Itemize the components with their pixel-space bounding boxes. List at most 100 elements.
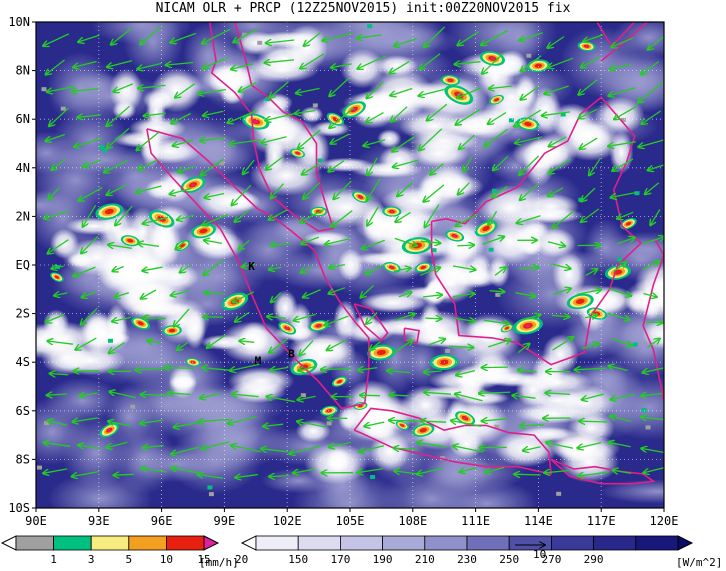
wind-vector [177,214,194,220]
latitude-tick-label: 10S [8,501,30,515]
wind-vector [642,367,664,373]
wind-vector [174,308,190,327]
wind-vector [47,421,68,426]
wind-vector [648,164,664,171]
wind-vector [488,210,498,225]
wind-vector [329,78,349,97]
wind-vector [519,155,540,175]
olr-colorbar-swatch [466,535,510,551]
wind-vector [577,441,602,449]
wind-vector [204,240,223,243]
wind-vector [643,467,664,473]
precipitation-speck [632,342,638,347]
latitude-tick-label: EQ [16,258,30,272]
wind-vector [391,340,413,355]
wind-vector [360,395,380,396]
wind-vector [642,237,664,245]
wind-vector [176,240,186,250]
precipitation-cell [50,272,64,282]
wind-vector [141,289,157,299]
wind-vector [202,368,230,371]
wind-vector [231,63,254,70]
olr-cloud-patch [551,431,600,463]
wind-vector [517,215,541,224]
wind-vector [366,312,378,324]
wind-vector [44,443,71,447]
longitude-tick-label: 111E [461,514,490,528]
precipitation-colorbar-tick-label: 5 [125,553,132,566]
wind-vector [613,262,626,272]
wind-vector [482,419,507,421]
wind-vector [232,184,252,205]
olr-cloud-patch [50,228,80,260]
wind-vector [645,322,663,323]
wind-vector [269,476,290,477]
precipitation-colorbar-swatch [53,535,92,551]
wind-vector [165,368,195,369]
olr-cloud-patch [227,367,295,396]
latitude-tick-label: 6N [16,112,30,126]
wind-vector [430,163,444,175]
wind-vector [303,182,321,199]
longitude-tick-label: 90E [25,514,47,528]
wind-vector [641,417,664,421]
olr-colorbar-swatch [635,535,679,551]
precipitation-cell [445,230,465,242]
wind-vector [393,448,418,450]
malay-peninsula-coast [208,22,335,232]
longitude-tick-label: 120E [650,514,679,528]
wind-vector [581,187,596,201]
wind-vector [520,315,540,322]
wind-vector [642,261,659,271]
bangka-coast [353,303,389,342]
wind-vector [173,139,194,146]
precipitation-speck [488,247,494,252]
wind-vector [301,236,320,244]
station-labels: K M B [248,260,295,368]
wind-vector [641,110,662,124]
wind-vector [419,267,440,276]
wind-vector [270,367,289,370]
wind-vector [641,61,660,75]
wind-vector [51,158,66,170]
precipitation-speck [326,421,332,426]
wind-vector [302,163,320,175]
wind-vector [579,421,608,422]
precipitation-speck [560,112,566,117]
wind-vector [294,313,316,320]
wind-vector [198,475,223,479]
wind-vector [109,342,125,354]
wind-vector [263,424,284,426]
wind-vector [114,292,130,298]
wind-vector [458,182,470,195]
wind-vector [421,421,447,422]
precipitation-speck [60,106,66,111]
wind-vector [611,37,634,47]
precipitation-speck [241,32,247,37]
precipitation-cell [412,423,435,437]
wind-vector [492,185,508,197]
wind-vector [363,139,386,146]
wind-vector [518,370,537,372]
wind-vector [175,83,195,98]
precipitation-colorbar: 1 3 5 10 15 20 [0,535,248,566]
precipitation-colorbar-swatch [128,535,167,551]
wind-vector [142,267,163,271]
olr-unit: [W/m^2] [676,556,722,569]
wind-vector [232,394,259,397]
precipitation-speck [370,474,376,479]
olr-cloud-patch [81,309,112,355]
wind-vector [82,290,97,298]
wind-vector [643,294,656,298]
wind-vector [267,397,296,403]
wind-vector [331,64,352,68]
longitude-tick-label: 108E [398,514,427,528]
wind-vector [366,112,384,123]
wind-vector [73,266,96,276]
wind-vector [419,128,443,151]
wind-vector [357,35,382,38]
wind-vector [648,35,664,50]
wind-vector [423,295,442,297]
wind-vector [463,156,473,171]
olr-cloud-patch [65,217,123,236]
